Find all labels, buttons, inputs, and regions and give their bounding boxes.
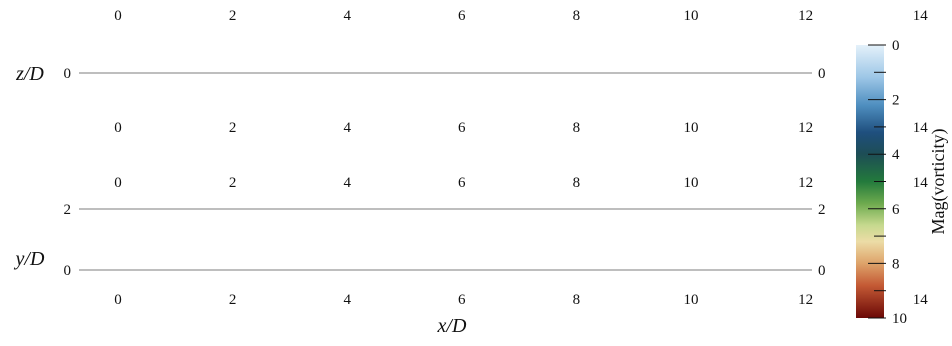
x-tick-label-bottom: 4: [343, 120, 351, 136]
x-tick-label-top: 8: [573, 175, 581, 191]
colorbar-tick-label: 10: [892, 311, 907, 327]
x-tick-label-top: 4: [343, 175, 351, 191]
colorbar-tick-label: 4: [892, 147, 900, 163]
y-tick-label-left: 0: [64, 263, 72, 279]
colorbar-label: Mag(vorticity): [928, 129, 949, 235]
x-axis-label-bottom: x/D: [437, 315, 467, 337]
x-tick-label-bottom: 0: [114, 120, 122, 136]
colorbar-tick-label: 0: [892, 38, 900, 54]
colorbar-tick-label: 6: [892, 202, 900, 218]
x-tick-label-bottom: 14: [913, 292, 929, 308]
x-tick-label-top: 12: [798, 175, 813, 191]
x-tick-label-top: 2: [229, 8, 237, 24]
panel-top: 0022446688101012121414161618182020222224…: [15, 8, 929, 136]
x-tick-label-top: 12: [798, 8, 813, 24]
y-axis-label: y/D: [14, 248, 45, 270]
x-tick-label-top: 14: [913, 175, 929, 191]
x-tick-label-top: 6: [458, 8, 466, 24]
colorbar: 0 2 4 6 8 10 Mag(vorticity): [856, 38, 949, 327]
y-tick-label-right: 0: [818, 263, 826, 279]
x-tick-label-bottom: 8: [573, 120, 581, 136]
x-tick-label-bottom: 12: [798, 292, 813, 308]
x-tick-label-top: 10: [684, 8, 699, 24]
x-tick-label-bottom: 2: [229, 292, 237, 308]
x-tick-label-top: 0: [114, 175, 122, 191]
x-tick-label-bottom: 6: [458, 292, 466, 308]
x-tick-label-bottom: 12: [798, 120, 813, 136]
x-tick-label-top: 4: [343, 8, 351, 24]
colorbar-tick-label: 2: [892, 93, 900, 109]
y-tick-label-left: 2: [64, 202, 72, 218]
y-tick-label-left: 0: [64, 66, 72, 82]
x-tick-label-top: 0: [114, 8, 122, 24]
x-tick-label-bottom: 2: [229, 120, 237, 136]
x-tick-label-bottom: 8: [573, 292, 581, 308]
x-tick-label-bottom: 6: [458, 120, 466, 136]
x-tick-label-top: 6: [458, 175, 466, 191]
x-tick-label-top: 10: [684, 175, 699, 191]
y-tick-label-right: 2: [818, 202, 826, 218]
x-tick-label-top: 8: [573, 8, 581, 24]
panel-side: 0022446688101012121414161618182020222224…: [14, 175, 929, 308]
y-axis-label: z/D: [15, 63, 44, 85]
x-tick-label-top: 14: [913, 8, 929, 24]
x-tick-label-bottom: 10: [684, 120, 699, 136]
x-tick-label-bottom: 14: [913, 120, 929, 136]
y-tick-label-right: 0: [818, 66, 826, 82]
x-tick-label-bottom: 0: [114, 292, 122, 308]
x-tick-label-bottom: 4: [343, 292, 351, 308]
colorbar-tick-label: 8: [892, 256, 900, 272]
x-tick-label-top: 2: [229, 175, 237, 191]
x-tick-label-bottom: 10: [684, 292, 699, 308]
